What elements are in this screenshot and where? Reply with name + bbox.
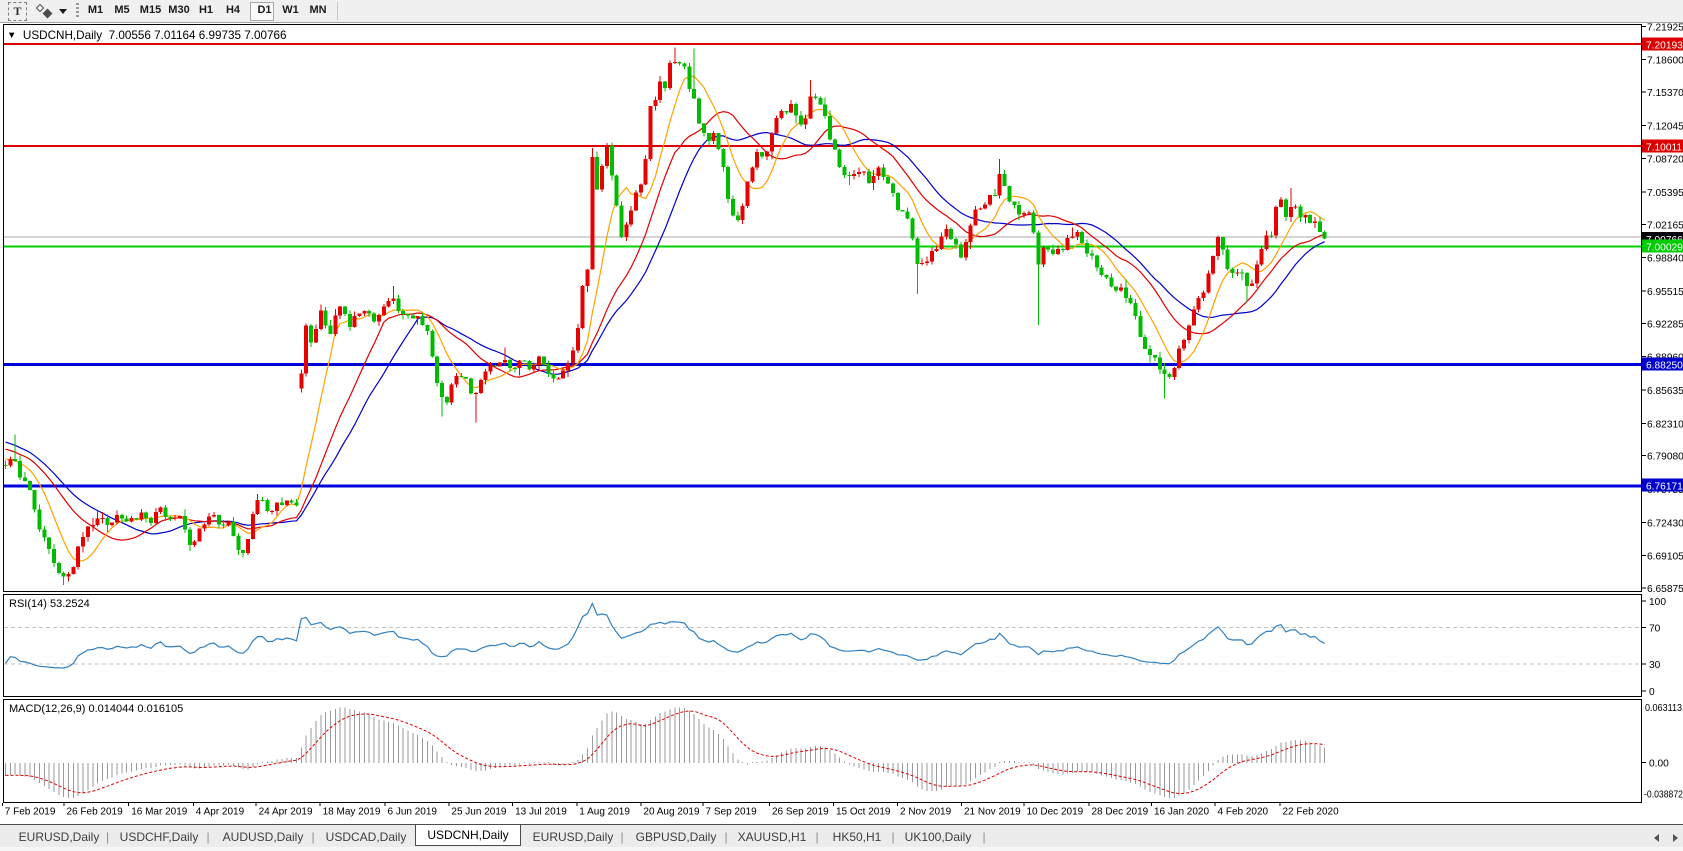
svg-text:100: 100 (1649, 597, 1666, 608)
svg-text:7.08720: 7.08720 (1647, 155, 1683, 166)
svg-text:7.10011: 7.10011 (1646, 142, 1682, 153)
svg-text:0.063113: 0.063113 (1645, 703, 1682, 714)
svg-text:0: 0 (1649, 687, 1655, 698)
svg-text:-0.038872: -0.038872 (1644, 790, 1683, 801)
svg-text:6.65875: 6.65875 (1647, 584, 1683, 595)
svg-text:7 Feb 2019: 7 Feb 2019 (5, 807, 56, 818)
svg-text:6.79080: 6.79080 (1647, 452, 1683, 463)
svg-text:1 Aug 2019: 1 Aug 2019 (579, 807, 630, 818)
svg-text:6.76171: 6.76171 (1646, 481, 1683, 492)
svg-text:6.69105: 6.69105 (1647, 552, 1683, 563)
svg-text:7.21925: 7.21925 (1647, 22, 1683, 33)
svg-text:6 Jun 2019: 6 Jun 2019 (388, 807, 438, 818)
svg-text:7.12045: 7.12045 (1647, 121, 1683, 132)
svg-text:7.15370: 7.15370 (1647, 88, 1683, 99)
svg-text:18 May 2019: 18 May 2019 (323, 807, 381, 818)
svg-text:30: 30 (1649, 660, 1661, 671)
svg-text:10 Dec 2019: 10 Dec 2019 (1027, 807, 1084, 818)
svg-text:6.95515: 6.95515 (1647, 287, 1683, 298)
svg-text:7.05395: 7.05395 (1647, 188, 1683, 199)
svg-text:6.92285: 6.92285 (1647, 319, 1683, 330)
svg-text:6.98840: 6.98840 (1647, 254, 1683, 265)
svg-text:7.02165: 7.02165 (1647, 220, 1683, 231)
svg-text:6.82310: 6.82310 (1647, 419, 1683, 430)
svg-text:16 Mar 2019: 16 Mar 2019 (131, 807, 188, 818)
svg-text:21 Nov 2019: 21 Nov 2019 (964, 807, 1021, 818)
svg-text:13 Jul 2019: 13 Jul 2019 (515, 807, 567, 818)
svg-text:20 Aug 2019: 20 Aug 2019 (643, 807, 700, 818)
svg-text:22 Feb 2020: 22 Feb 2020 (1283, 807, 1340, 818)
svg-text:0.00: 0.00 (1649, 759, 1669, 770)
svg-text:7.20193: 7.20193 (1646, 40, 1683, 51)
svg-text:7.18600: 7.18600 (1647, 56, 1683, 67)
svg-text:7.00029: 7.00029 (1646, 242, 1683, 253)
svg-text:15 Oct 2019: 15 Oct 2019 (836, 807, 891, 818)
svg-text:6.72430: 6.72430 (1647, 518, 1683, 529)
svg-text:4 Apr 2019: 4 Apr 2019 (196, 807, 245, 818)
svg-text:16 Jan 2020: 16 Jan 2020 (1154, 807, 1209, 818)
svg-text:26 Sep 2019: 26 Sep 2019 (772, 807, 829, 818)
svg-text:2 Nov 2019: 2 Nov 2019 (900, 807, 952, 818)
svg-text:25 Jun 2019: 25 Jun 2019 (451, 807, 506, 818)
svg-text:6.85635: 6.85635 (1647, 386, 1683, 397)
svg-text:7 Sep 2019: 7 Sep 2019 (706, 807, 758, 818)
svg-text:70: 70 (1649, 624, 1661, 635)
svg-text:24 Apr 2019: 24 Apr 2019 (259, 807, 313, 818)
svg-text:4 Feb 2020: 4 Feb 2020 (1218, 807, 1269, 818)
svg-text:26 Feb 2019: 26 Feb 2019 (67, 807, 124, 818)
svg-text:6.88250: 6.88250 (1646, 360, 1683, 371)
svg-text:28 Dec 2019: 28 Dec 2019 (1092, 807, 1149, 818)
